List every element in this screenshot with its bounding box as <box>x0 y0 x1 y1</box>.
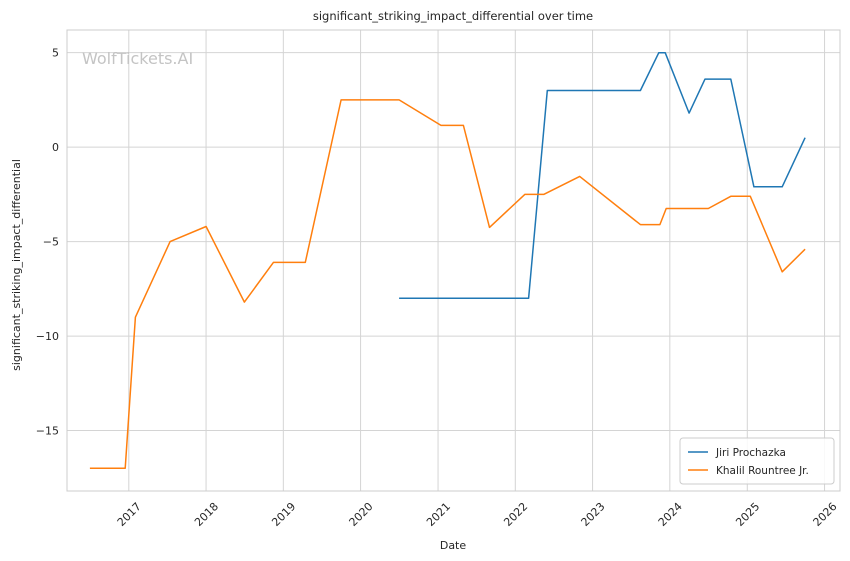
plot-area <box>66 29 841 492</box>
x-axis-ticks: 2017 2018 2019 2020 2021 2022 2023 2024 2025 2026 <box>115 500 840 529</box>
x-tick-label: 2023 <box>579 500 608 529</box>
y-axis-ticks: 5 0 −5 −10 −15 <box>36 47 59 438</box>
series-line-1 <box>89 99 806 470</box>
x-tick-label: 2019 <box>269 500 298 529</box>
x-tick-label: 2025 <box>733 500 762 529</box>
watermark-text: WolfTickets.AI <box>82 49 193 68</box>
x-axis-label: Date <box>440 539 467 552</box>
y-tick-label: 5 <box>52 47 59 60</box>
series-line-0 <box>399 51 806 300</box>
chart-title: significant_striking_impact_differential… <box>313 9 593 23</box>
y-tick-label: 0 <box>52 141 59 154</box>
x-tick-label: 2024 <box>656 500 685 529</box>
x-tick-label: 2020 <box>347 500 376 529</box>
x-tick-label: 2017 <box>115 500 144 529</box>
y-tick-label: −15 <box>36 425 59 438</box>
x-tick-label: 2018 <box>192 500 221 529</box>
x-tick-label: 2026 <box>811 500 840 529</box>
x-tick-label: 2022 <box>501 500 530 529</box>
grid <box>67 30 840 491</box>
legend: Jiri Prochazka Khalil Rountree Jr. <box>679 437 835 485</box>
y-axis-label: significant_striking_impact_differential <box>10 159 23 371</box>
y-tick-label: −5 <box>43 236 59 249</box>
y-tick-label: −10 <box>36 330 59 343</box>
x-tick-label: 2021 <box>424 500 453 529</box>
legend-box <box>679 437 835 485</box>
legend-label: Jiri Prochazka <box>715 447 786 459</box>
legend-label: Khalil Rountree Jr. <box>716 465 809 477</box>
series-lines <box>89 51 806 470</box>
